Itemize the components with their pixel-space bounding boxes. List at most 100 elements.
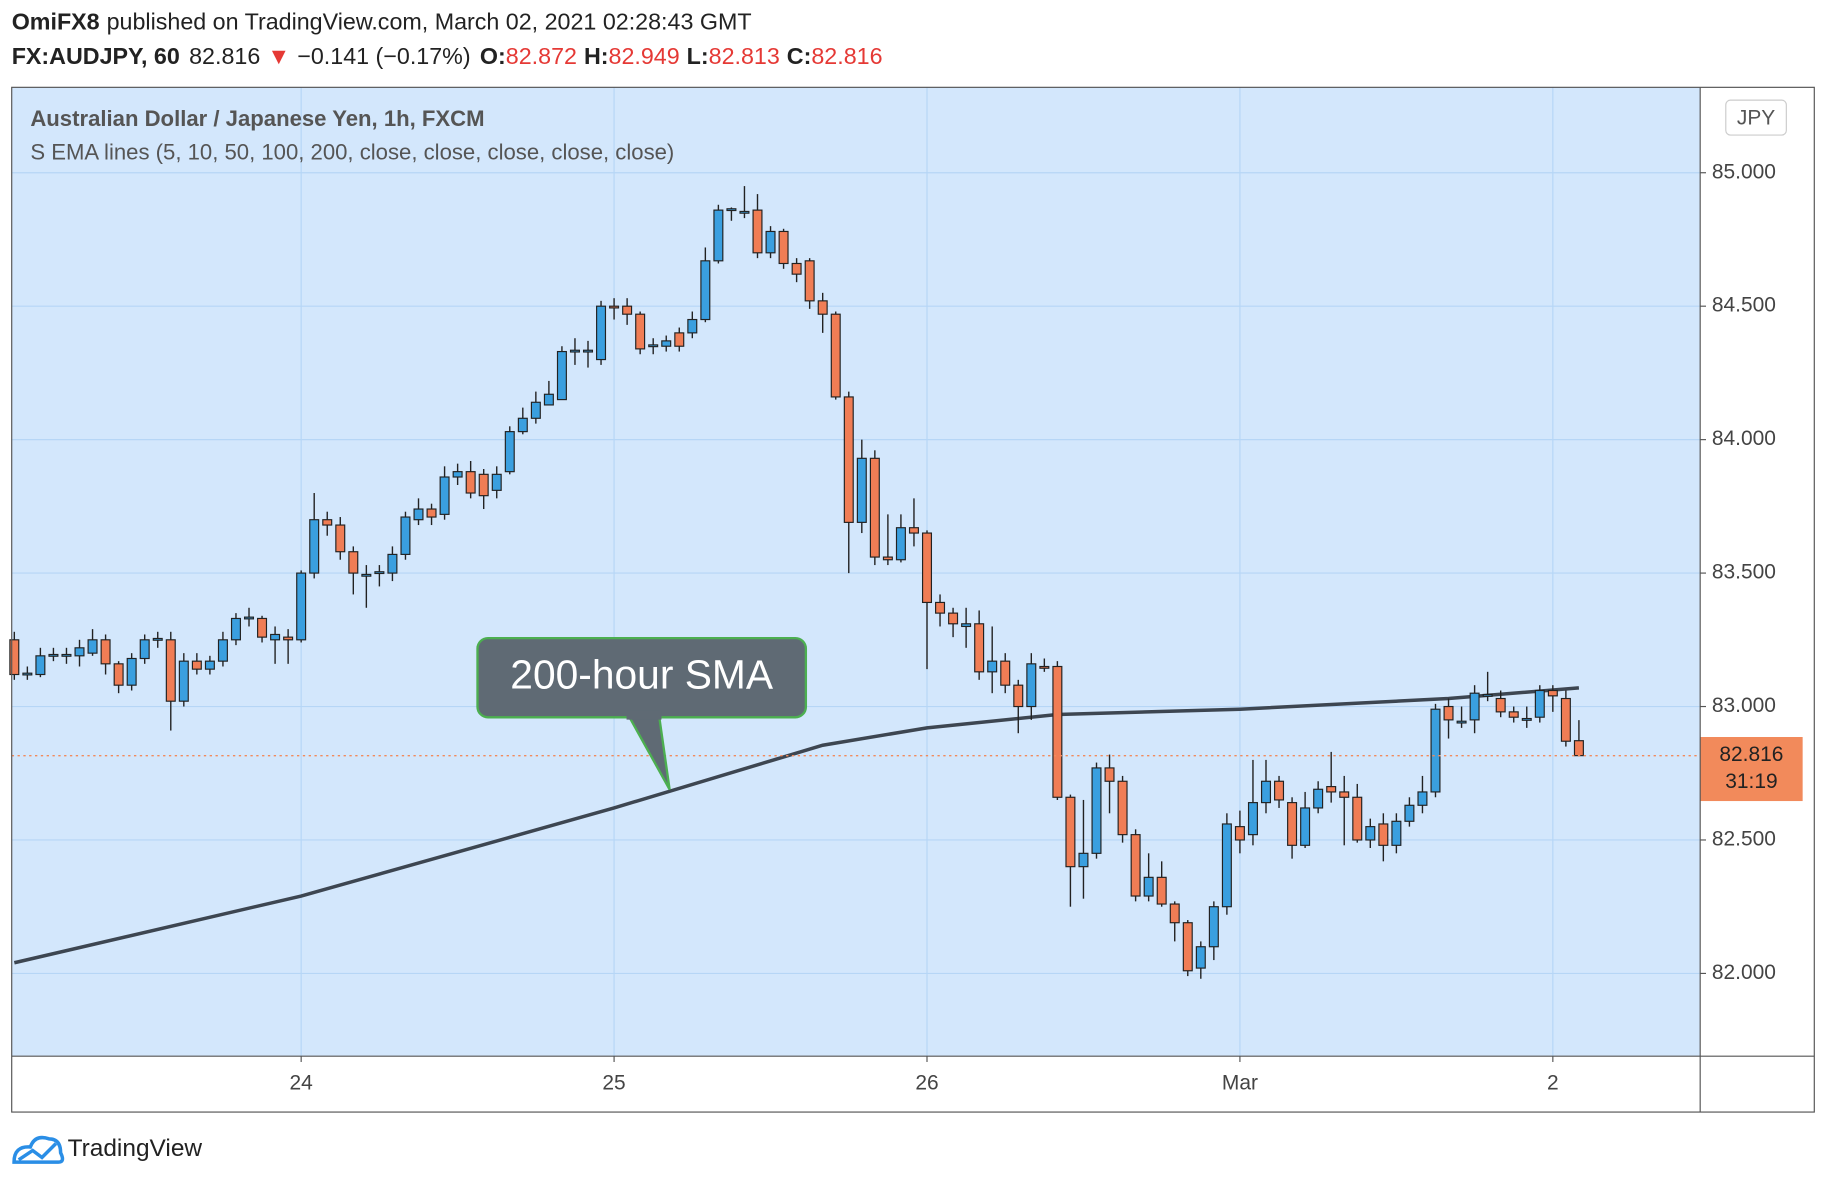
currency[interactable]: JPY: [1737, 106, 1775, 129]
y-tick-label: 82.500: [1712, 828, 1776, 851]
candle-body: [165, 639, 176, 702]
footer: TradingView: [12, 1135, 203, 1164]
candle-body: [1313, 788, 1324, 809]
candle-body: [1495, 697, 1506, 713]
candle-body: [1182, 922, 1193, 972]
candle-body: [452, 471, 463, 478]
brand: TradingView: [68, 1135, 203, 1162]
candle-body: [948, 612, 959, 625]
x-tick-label: 24: [290, 1072, 314, 1095]
change: −0.141 (−0.17%): [297, 43, 470, 69]
ohlc-label: H:: [584, 43, 609, 69]
candle-body: [1039, 665, 1050, 669]
candle-body: [609, 305, 620, 309]
candle-body: [1156, 876, 1167, 905]
candle-body: [387, 553, 398, 574]
candle-body: [843, 396, 854, 523]
candle-body: [1508, 711, 1519, 718]
candle-body: [1326, 786, 1337, 793]
candle-body: [400, 516, 411, 555]
candle-body: [778, 230, 789, 265]
ohlc-label: C:: [787, 43, 812, 69]
candle-body: [661, 340, 672, 347]
candle-body: [1208, 906, 1219, 948]
candle-body: [257, 617, 268, 638]
candle-body: [830, 313, 841, 398]
candle-body: [596, 305, 607, 361]
candle-body: [869, 457, 880, 558]
candle-body: [439, 476, 450, 515]
candle-body: [817, 300, 828, 315]
candle-body: [1000, 660, 1011, 686]
indicator-legend: S EMA lines (5, 10, 50, 100, 200, close,…: [30, 140, 674, 165]
ohlc-value: 82.872: [506, 43, 577, 69]
symbol: FX:AUDJPY, 60: [12, 43, 180, 69]
candle-body: [1143, 876, 1154, 897]
candle-body: [908, 527, 919, 534]
candle-body: [361, 573, 372, 577]
candle-body: [687, 318, 698, 334]
candle-body: [1339, 791, 1350, 798]
candle-body: [726, 208, 737, 212]
symbol-line: FX:AUDJPY, 60 82.816 ▼ −0.141 (−0.17%) O:82.…: [12, 43, 883, 69]
candle-body: [648, 344, 659, 348]
candle-body: [309, 519, 320, 574]
currency-box[interactable]: [1725, 99, 1787, 136]
sma-line: [13, 686, 1580, 965]
candle-body: [465, 471, 476, 494]
candle-body: [700, 260, 711, 321]
candle-body: [974, 623, 985, 673]
candle-body: [1417, 791, 1428, 806]
x-tick-label: Mar: [1222, 1072, 1258, 1095]
candle-body: [1130, 834, 1141, 897]
candle-body: [61, 653, 72, 657]
candle-body: [283, 636, 294, 641]
candle-body: [478, 473, 489, 497]
candle-body: [856, 457, 867, 523]
candle-body: [217, 639, 228, 662]
candle-body: [1365, 826, 1376, 841]
annotation: 200-hour SMA: [510, 651, 774, 697]
candle-body: [713, 209, 724, 262]
candle-body: [178, 660, 189, 702]
candle-body: [1195, 946, 1206, 969]
x-tick-label: 25: [602, 1072, 625, 1095]
candle-body: [1287, 802, 1298, 846]
candle-body: [1117, 780, 1128, 836]
ohlc-value: 82.949: [609, 43, 680, 69]
candle-body: [517, 417, 528, 433]
candle-body: [296, 572, 307, 641]
candle-body: [374, 571, 385, 575]
candle-body: [152, 637, 163, 641]
candle-body: [1169, 903, 1180, 924]
candle-body: [765, 230, 776, 254]
candle-body: [1274, 780, 1285, 801]
overlay: 82.816 31:19: [11, 737, 1803, 802]
grid: 82.000 82.500 83.000 83.500 84.000 84.500 85.0…: [11, 87, 1776, 1095]
candle-body: [1482, 693, 1493, 697]
candle-body: [35, 655, 46, 676]
candle-body: [739, 210, 750, 214]
candle-body: [126, 657, 137, 686]
candle-body: [1573, 740, 1584, 757]
candle-body: [1091, 767, 1102, 854]
candle-body: [1052, 665, 1063, 798]
candle-body: [335, 524, 346, 553]
candle-body: [48, 653, 59, 657]
sma-layer: [13, 686, 1580, 965]
arrow: ▼: [267, 43, 290, 69]
candle-body: [1221, 823, 1232, 908]
candle-body: [791, 262, 802, 275]
logo: [12, 1135, 65, 1164]
candle-body: [504, 431, 515, 473]
candle-body: [752, 209, 763, 254]
candle-body: [1430, 708, 1441, 793]
candle-body: [322, 519, 333, 526]
last-price-box: [1700, 737, 1803, 802]
y-tick-label: 83.500: [1712, 561, 1776, 584]
candle-body: [804, 260, 815, 302]
candle-body: [1104, 767, 1115, 782]
price-axis-panel: [1700, 87, 1815, 1057]
candle-body: [1391, 820, 1402, 846]
